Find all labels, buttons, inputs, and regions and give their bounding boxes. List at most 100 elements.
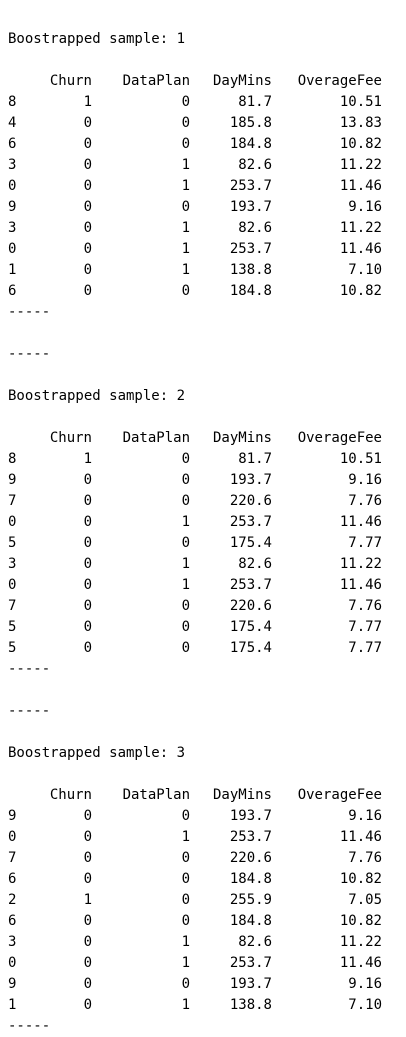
cell-overagefee: 10.82: [339, 136, 382, 152]
cell-churn: 0: [83, 850, 92, 866]
sample-title: Boostrapped sample: 1: [8, 31, 186, 47]
cell-index: 0: [8, 514, 17, 530]
table-row: 8 1 0 81.7 10.51: [8, 92, 382, 113]
cell-churn: 0: [83, 829, 92, 845]
cell-index: 7: [8, 598, 17, 614]
cell-churn: 1: [83, 892, 92, 908]
cell-churn: 0: [83, 514, 92, 530]
column-header-churn: Churn: [49, 430, 92, 446]
cell-daymins: 184.8: [229, 871, 272, 887]
cell-dataplan: 0: [181, 493, 190, 509]
cell-dataplan: 1: [181, 997, 190, 1013]
column-header-index: [8, 428, 34, 449]
cell-index: 5: [8, 640, 17, 656]
cell-daymins: 253.7: [229, 577, 272, 593]
table-row: 6 0 0 184.8 10.82: [8, 281, 382, 302]
cell-overagefee: 11.22: [339, 934, 382, 950]
cell-index: 4: [8, 115, 17, 131]
dataframe-table: Churn DataPlan DayMins OverageFee 9 0 0 193.7 9.…: [8, 785, 382, 1016]
column-header-dataplan: DataPlan: [122, 73, 190, 89]
cell-index: 5: [8, 535, 17, 551]
table-row: 1 0 1 138.8 7.10: [8, 995, 382, 1016]
cell-dataplan: 1: [181, 934, 190, 950]
cell-index: 3: [8, 934, 17, 950]
cell-daymins: 193.7: [229, 808, 272, 824]
cell-daymins: 175.4: [229, 535, 272, 551]
cell-churn: 0: [83, 619, 92, 635]
table-row: 3 0 1 82.6 11.22: [8, 218, 382, 239]
cell-dataplan: 0: [181, 808, 190, 824]
column-header-dataplan: DataPlan: [122, 787, 190, 803]
cell-daymins: 184.8: [229, 913, 272, 929]
cell-dataplan: 0: [181, 598, 190, 614]
cell-dataplan: 0: [181, 892, 190, 908]
cell-overagefee: 7.05: [348, 892, 382, 908]
table-row: 0 0 1 253.7 11.46: [8, 239, 382, 260]
cell-overagefee: 9.16: [348, 808, 382, 824]
cell-dataplan: 0: [181, 535, 190, 551]
table-row: 1 0 1 138.8 7.10: [8, 260, 382, 281]
table-row: 4 0 0 185.8 13.83: [8, 113, 382, 134]
cell-churn: 0: [83, 178, 92, 194]
table-row: 0 0 1 253.7 11.46: [8, 176, 382, 197]
table-row: 3 0 1 82.6 11.22: [8, 155, 382, 176]
cell-daymins: 175.4: [229, 619, 272, 635]
console-output: ----- Boostrapped sample: 1 Churn DataPlan D…: [8, 0, 398, 1037]
cell-churn: 0: [83, 913, 92, 929]
cell-churn: 0: [83, 934, 92, 950]
cell-daymins: 220.6: [229, 493, 272, 509]
separator-line: -----: [8, 661, 51, 677]
separator-line: -----: [8, 346, 51, 362]
dataframe-table: Churn DataPlan DayMins OverageFee 8 1 0 81.7 10.…: [8, 428, 382, 659]
table-row: 6 0 0 184.8 10.82: [8, 869, 382, 890]
cell-churn: 0: [83, 220, 92, 236]
cell-dataplan: 0: [181, 913, 190, 929]
table-row: 0 0 1 253.7 11.46: [8, 827, 382, 848]
cell-daymins: 82.6: [238, 220, 272, 236]
cell-index: 9: [8, 199, 17, 215]
cell-index: 1: [8, 262, 17, 278]
cell-overagefee: 7.76: [348, 493, 382, 509]
cell-churn: 1: [83, 94, 92, 110]
table-row: 6 0 0 184.8 10.82: [8, 134, 382, 155]
cell-daymins: 193.7: [229, 976, 272, 992]
cell-churn: 0: [83, 493, 92, 509]
cell-index: 7: [8, 493, 17, 509]
cell-dataplan: 1: [181, 157, 190, 173]
cell-dataplan: 1: [181, 262, 190, 278]
cell-churn: 0: [83, 577, 92, 593]
header-row: Churn DataPlan DayMins OverageFee: [8, 71, 382, 92]
sample-title: Boostrapped sample: 2: [8, 388, 186, 404]
column-header-index: [8, 785, 34, 806]
table-row: 5 0 0 175.4 7.77: [8, 638, 382, 659]
sample-block: ----- Boostrapped sample: 2 Churn DataPlan D…: [8, 344, 398, 701]
cell-overagefee: 7.10: [348, 262, 382, 278]
cell-index: 0: [8, 178, 17, 194]
cell-dataplan: 0: [181, 619, 190, 635]
sample-block: ----- Boostrapped sample: 3 Churn DataPlan D…: [8, 701, 398, 1037]
cell-dataplan: 0: [181, 283, 190, 299]
cell-overagefee: 7.77: [348, 535, 382, 551]
separator-line: -----: [8, 0, 398, 8]
cell-daymins: 82.6: [238, 157, 272, 173]
cell-daymins: 220.6: [229, 598, 272, 614]
cell-index: 8: [8, 451, 17, 467]
separator-line: -----: [8, 304, 51, 320]
cell-index: 7: [8, 850, 17, 866]
cell-dataplan: 1: [181, 829, 190, 845]
cell-overagefee: 11.46: [339, 514, 382, 530]
cell-overagefee: 9.16: [348, 199, 382, 215]
cell-daymins: 193.7: [229, 472, 272, 488]
cell-daymins: 184.8: [229, 283, 272, 299]
header-row: Churn DataPlan DayMins OverageFee: [8, 428, 382, 449]
cell-daymins: 253.7: [229, 514, 272, 530]
cell-daymins: 175.4: [229, 640, 272, 656]
cell-daymins: 82.6: [238, 556, 272, 572]
separator-line: -----: [8, 703, 51, 719]
cell-index: 0: [8, 577, 17, 593]
cell-overagefee: 7.76: [348, 598, 382, 614]
cell-churn: 0: [83, 640, 92, 656]
cell-churn: 0: [83, 556, 92, 572]
cell-overagefee: 11.22: [339, 157, 382, 173]
cell-dataplan: 0: [181, 94, 190, 110]
